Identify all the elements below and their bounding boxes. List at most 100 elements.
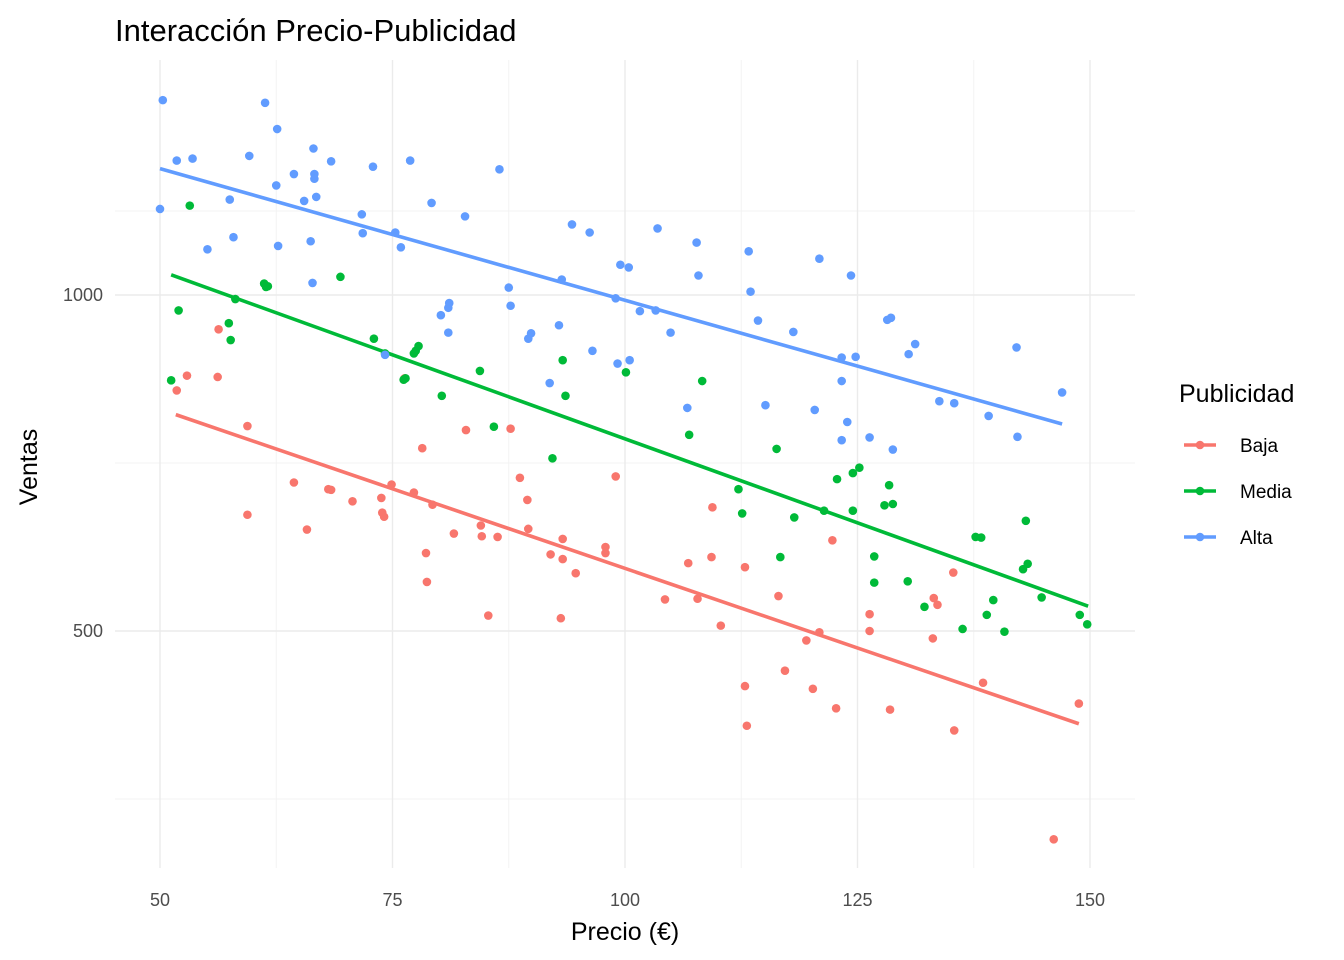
data-point-baja [933,600,942,610]
data-point-alta [311,192,321,202]
data-point-alta [326,156,336,166]
data-point-alta [842,417,852,427]
data-point-alta [273,241,283,251]
legend-key-point-media [1195,486,1205,496]
data-point-alta [624,263,634,272]
x-tick-label: 100 [610,890,640,910]
data-point-alta [368,162,378,171]
data-point-baja [742,721,752,731]
data-point-media [231,294,240,304]
data-point-alta [846,271,856,280]
x-axis-title: Precio (€) [571,918,679,946]
data-point-alta [271,181,281,190]
data-point-media [1082,619,1092,629]
data-point-media [548,453,557,463]
data-point-alta [545,378,554,388]
data-point-baja [780,666,790,675]
data-point-alta [504,283,514,292]
data-point-baja [928,634,938,643]
data-point-media [1023,559,1032,569]
y-tick-label: 1000 [63,285,103,305]
data-point-alta [815,254,824,264]
data-point-alta [396,242,406,252]
data-point-alta [625,355,634,365]
data-point-alta [1057,388,1067,397]
data-point-media [224,318,234,328]
data-point-alta [744,247,753,256]
data-point-media [558,355,567,365]
data-point-media [1075,610,1085,620]
data-point-media [1000,627,1009,636]
data-point-media [166,376,176,385]
data-point-baja [379,512,389,522]
data-point-media [819,506,829,516]
data-point-baja [683,558,693,568]
data-point-baja [865,609,874,619]
trend-line-baja [175,412,1080,726]
data-point-baja [828,535,837,545]
data-point-baja [708,503,717,512]
data-point-media [226,335,235,345]
data-point-media [437,391,447,401]
data-point-alta [225,195,235,204]
data-point-alta [837,353,846,362]
data-point-baja [949,726,959,735]
trend-line-media [170,273,1089,608]
data-point-alta [289,169,299,179]
trend-line-alta [159,166,1063,426]
data-point-alta [380,350,390,360]
data-point-baja [885,705,895,714]
data-point-alta [308,278,317,288]
data-point-media [475,366,485,376]
data-point-alta [810,405,820,415]
data-point-alta [886,313,896,323]
x-tick-label: 125 [842,890,872,910]
data-point-baja [558,554,567,564]
data-point-alta [789,327,798,337]
data-point-baja [243,510,252,520]
data-point-media [684,430,694,440]
data-point-alta [460,212,470,221]
data-point-alta [444,298,454,308]
data-point-baja [477,531,487,541]
data-point-alta [272,124,282,134]
data-point-media [185,201,195,210]
data-point-baja [693,594,702,604]
legend-label-media: Media [1240,482,1292,503]
data-point-alta [554,320,564,330]
data-point-alta [306,236,315,246]
data-point-alta [910,339,920,349]
data-point-baja [808,684,818,694]
data-point-baja [326,485,336,495]
data-point-media [920,602,929,612]
data-point-alta [310,174,319,184]
data-point-alta [865,433,874,442]
data-point-baja [831,703,841,713]
data-point-alta [837,376,846,386]
data-point-media [869,552,879,561]
data-point-media [958,624,967,634]
data-point-baja [865,626,874,636]
legend-label-alta: Alta [1240,528,1273,549]
data-point-alta [935,396,944,406]
data-point-baja [483,611,493,620]
data-point-baja [523,524,533,534]
data-point-media [336,272,345,282]
data-point-baja [523,495,532,505]
data-point-alta [155,204,165,214]
data-point-alta [260,98,270,108]
data-point-baja [417,443,427,453]
data-point-baja [802,636,811,645]
data-point-baja [377,493,386,503]
data-point-alta [651,306,660,315]
data-point-baja [948,568,958,577]
data-point-alta [357,210,367,219]
data-point-media [489,422,499,432]
data-point-media [776,552,785,562]
data-point-baja [601,542,610,552]
data-point-alta [188,154,197,163]
data-point-baja [428,500,437,509]
data-point-media [174,306,183,315]
y-axis-title: Ventas [15,429,43,505]
data-point-baja [774,591,783,601]
